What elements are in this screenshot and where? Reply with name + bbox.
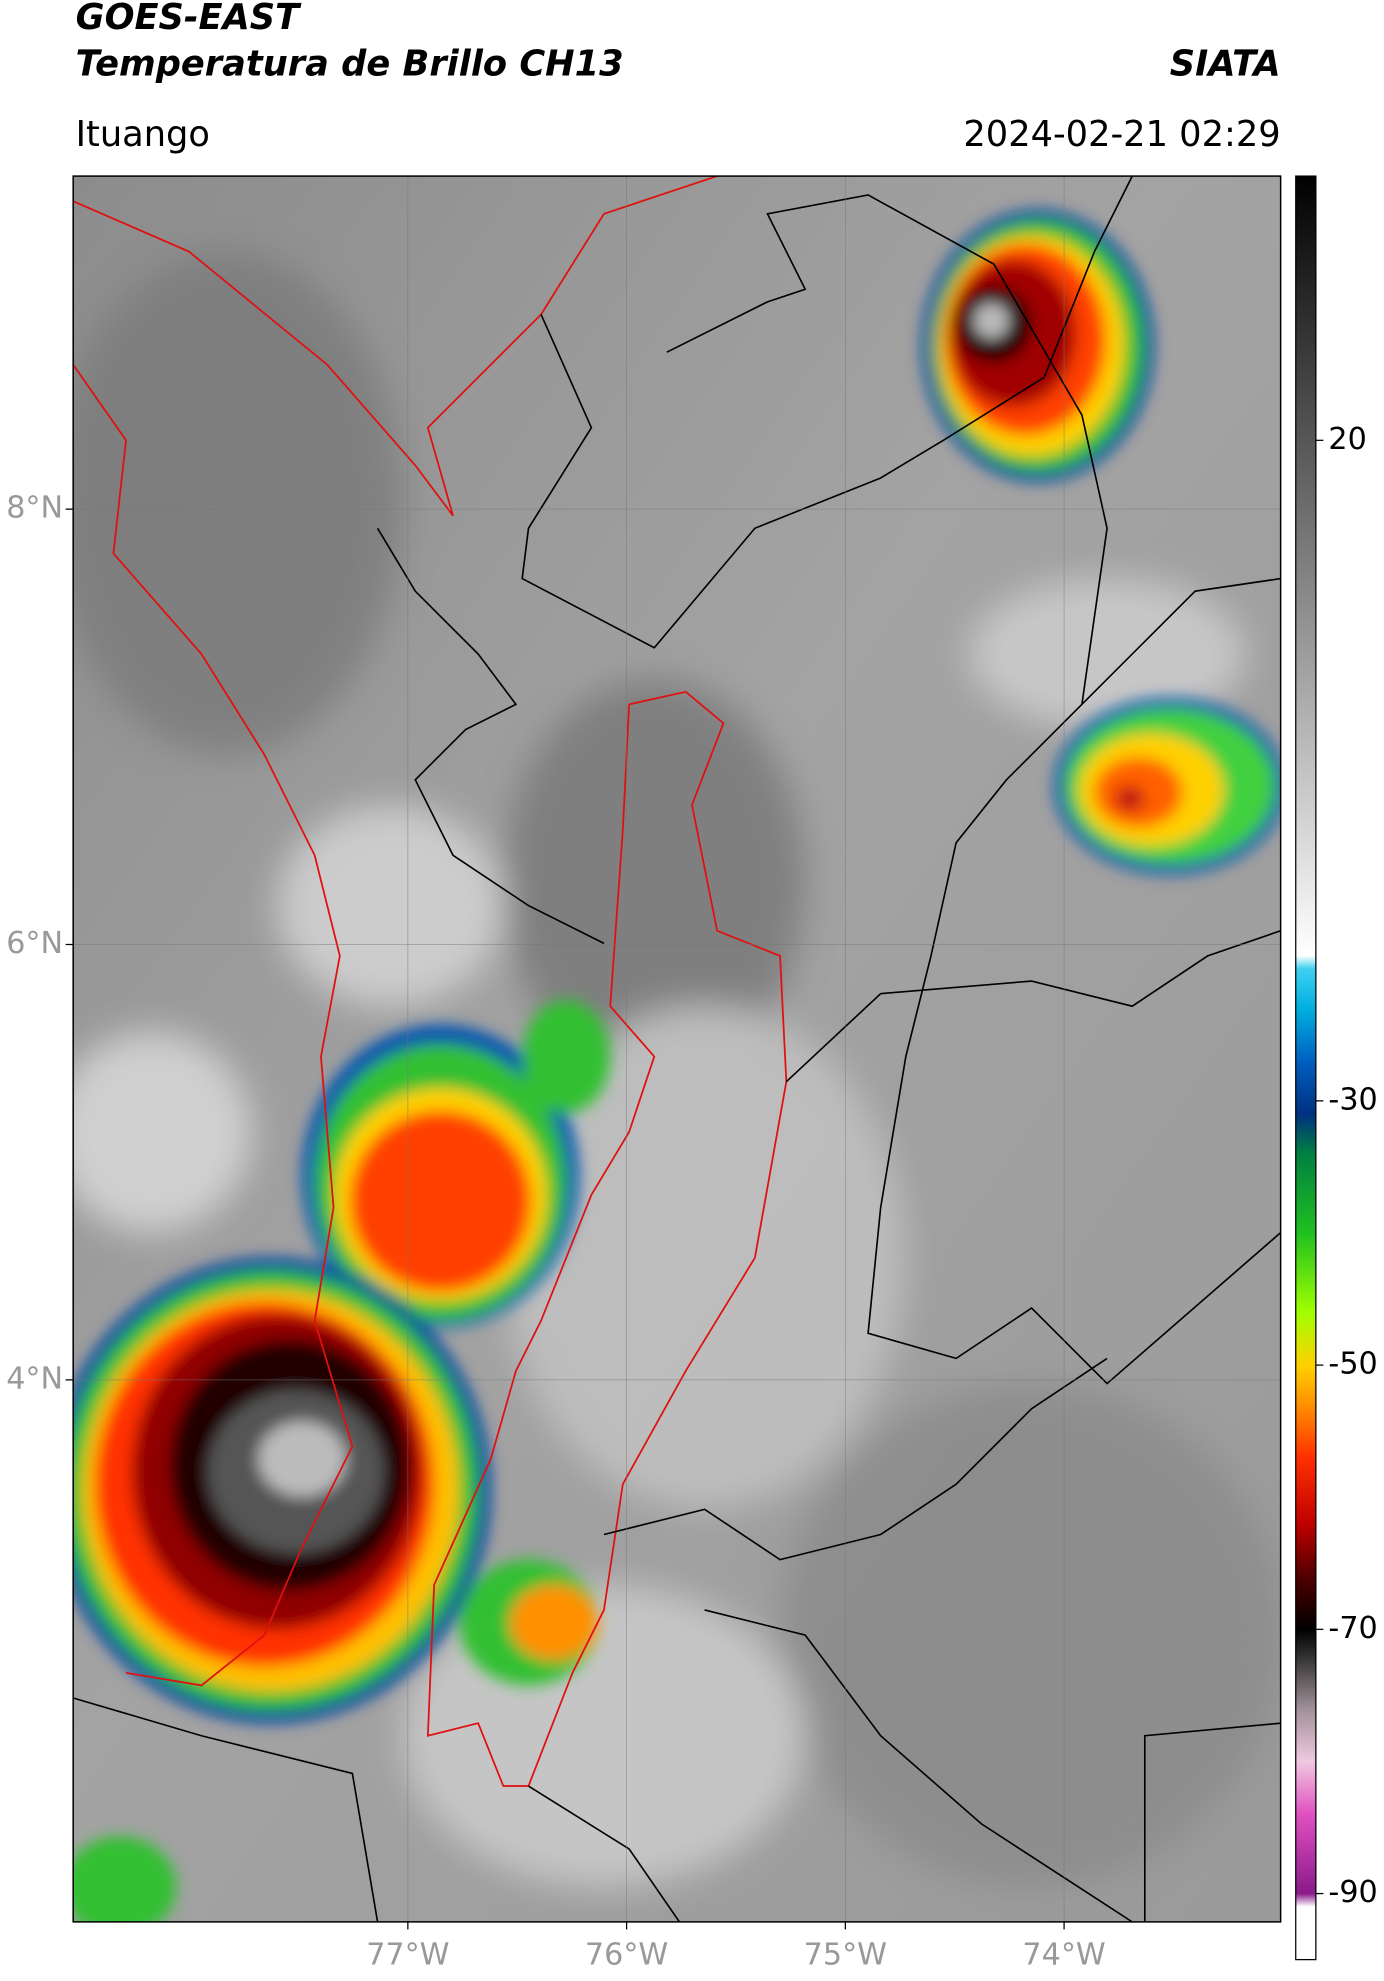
map-frame [72,175,1282,1923]
x-tick-label: 74°W [1022,1937,1105,1972]
x-tick-label: 77°W [366,1937,449,1972]
title: GOES-EAST [76,0,302,38]
x-tick-label: 75°W [804,1937,887,1972]
graticule [73,176,1281,1922]
colorbar-label: 20 [1328,422,1366,457]
source: SIATA [1170,43,1281,84]
colorbar-label: -70 [1328,1611,1377,1646]
colorbar-label: -30 [1328,1082,1377,1117]
colorbar-label: -50 [1328,1347,1377,1382]
y-tick-label: 6°N [6,926,63,961]
datetime: 2024-02-21 02:29 [963,114,1280,155]
colorbar-label: -90 [1328,1875,1377,1910]
location: Ituango [76,114,210,155]
colorbar [1295,175,1317,1961]
x-tick-label: 76°W [585,1937,668,1972]
y-tick-label: 4°N [6,1361,63,1396]
satellite-image [73,176,1281,1922]
subtitle: Temperatura de Brillo CH13 [76,43,624,84]
y-tick-label: 8°N [6,491,63,526]
